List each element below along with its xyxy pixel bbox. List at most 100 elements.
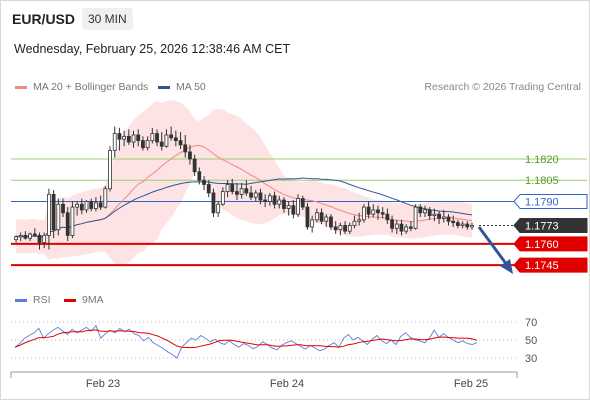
candle-body <box>310 219 315 228</box>
candle-body <box>380 212 385 215</box>
candle-body <box>300 198 305 208</box>
candle-body <box>131 134 136 143</box>
rsi-line <box>14 324 478 359</box>
ma50-swatch-icon <box>158 85 170 89</box>
candle-body <box>37 234 42 243</box>
rsi-axis-label-1: 50 <box>525 335 537 347</box>
candle-body <box>253 192 258 198</box>
candle-body <box>394 223 399 229</box>
legend-rsi-label: RSI <box>33 294 51 306</box>
candle-body <box>141 140 145 149</box>
legend-rsi: RSI <box>15 294 51 306</box>
candle-body <box>352 220 357 226</box>
candle-body <box>441 216 446 219</box>
candle-body <box>183 144 188 153</box>
legend-ma20: MA 20 + Bollinger Bands <box>15 81 148 93</box>
candle-body <box>267 195 272 202</box>
candle-body <box>145 140 150 149</box>
candle-body <box>347 225 352 232</box>
candle-body <box>108 150 112 190</box>
candle-body <box>98 202 103 208</box>
candle-body <box>56 203 61 231</box>
level-label-2: 1.1790 <box>525 196 559 208</box>
candle-body <box>408 226 413 229</box>
arrow-head-icon <box>500 259 513 274</box>
candle-body <box>122 135 127 140</box>
rsi-axis-label-2: 30 <box>525 353 537 365</box>
candle-body <box>65 212 70 236</box>
ma20-swatch-icon <box>15 85 27 89</box>
candle-body <box>376 209 380 214</box>
level-tag-current <box>513 217 588 233</box>
candle-body <box>451 220 456 224</box>
candle-body <box>296 198 300 215</box>
level-label-1: 1.1805 <box>525 175 559 187</box>
level-tags: 1.1820 1.1805 1.1790 1.1773 1.1760 1.1745 <box>513 154 588 273</box>
candle-body <box>61 203 65 214</box>
candle-body <box>79 203 84 211</box>
candle-body <box>197 171 202 181</box>
legend-ma50-label: MA 50 <box>176 81 206 93</box>
candle-body <box>14 236 18 241</box>
rsi-swatch-icon <box>15 298 27 302</box>
level-tag-support <box>513 257 588 273</box>
candle-body <box>423 209 427 214</box>
candle-body <box>211 192 216 214</box>
x-axis-label-2: Feb 25 <box>454 378 488 390</box>
candle-body <box>319 212 324 222</box>
legend-ma50: MA 50 <box>158 81 206 93</box>
candle-body <box>235 191 239 195</box>
candle-body <box>169 134 174 139</box>
candle-body <box>357 219 362 222</box>
candle-body <box>230 184 235 192</box>
candle-body <box>418 206 423 214</box>
candle-body <box>202 179 206 185</box>
candle-body <box>117 133 122 140</box>
candle-body <box>244 188 249 194</box>
legend-9ma: 9MA <box>64 294 104 306</box>
candle-body <box>324 216 329 222</box>
level-label-5: 1.1745 <box>525 260 559 272</box>
candle-body <box>150 133 155 142</box>
candle-body <box>216 203 221 214</box>
candle-body <box>470 225 474 228</box>
bollinger-bands <box>16 99 472 265</box>
candle-body <box>94 202 98 209</box>
candle-body <box>225 184 230 192</box>
candle-body <box>164 134 169 147</box>
pair-title: EUR/USD <box>12 11 76 27</box>
candle-body <box>126 135 131 143</box>
candle-body <box>343 225 347 232</box>
candle-body <box>70 206 75 236</box>
candle-body <box>206 184 211 194</box>
candle-body <box>366 206 371 215</box>
level-tag-pivot <box>513 193 588 209</box>
candle-body <box>329 216 333 228</box>
candle-body <box>338 225 343 231</box>
candle-body <box>286 205 291 209</box>
candle-body <box>173 137 178 142</box>
candle-body <box>178 140 183 146</box>
x-axis-label-0: Feb 23 <box>86 378 120 390</box>
arrow-shaft <box>477 226 509 266</box>
candle-body <box>282 199 286 209</box>
candle-body <box>371 209 376 215</box>
candle-body <box>23 234 28 239</box>
candle-body <box>84 201 89 211</box>
candle-body <box>136 134 141 142</box>
candle-body <box>249 192 253 198</box>
timeframe-badge[interactable]: 30 MIN <box>82 8 133 30</box>
candle-body <box>385 213 390 221</box>
candle-body <box>460 223 465 226</box>
candle-body <box>314 212 319 221</box>
candle-body <box>455 222 460 226</box>
candle-body <box>18 234 23 238</box>
candle-body <box>28 233 33 239</box>
rsi-axis-label-0: 70 <box>525 317 537 329</box>
candle-body <box>112 133 117 151</box>
candle-body <box>51 193 56 231</box>
candle-body <box>390 219 394 229</box>
candle-body <box>155 133 159 143</box>
candle-body <box>404 226 409 232</box>
